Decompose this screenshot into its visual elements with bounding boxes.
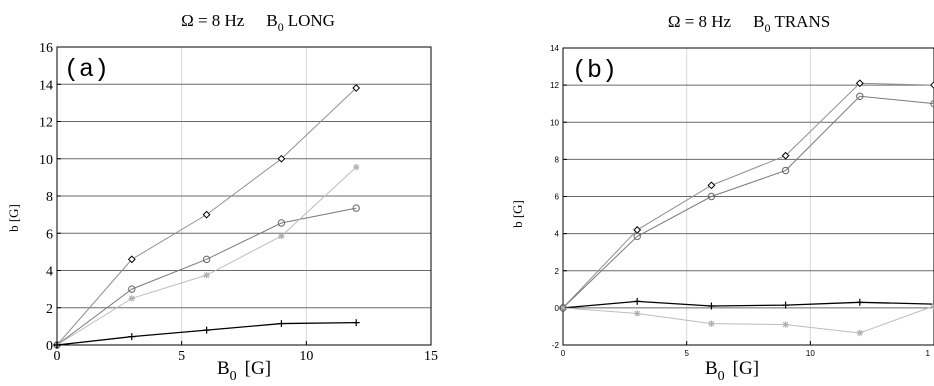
x-tick-label: 10 bbox=[806, 349, 815, 358]
x-axis-label-main: B bbox=[705, 358, 718, 379]
x-axis-label-sub: 0 bbox=[718, 369, 725, 384]
data-point bbox=[352, 204, 360, 212]
y-tick-label: 8 bbox=[555, 155, 560, 164]
data-point bbox=[53, 341, 61, 349]
x-axis-label-unit: [G] bbox=[733, 358, 759, 379]
data-point bbox=[353, 163, 360, 171]
data-point bbox=[277, 219, 286, 227]
y-tick-label: 12 bbox=[39, 116, 53, 131]
data-point bbox=[634, 310, 641, 317]
y-tick-label: 0 bbox=[555, 304, 560, 313]
y-axis-label: b [G] bbox=[6, 204, 21, 232]
series-line bbox=[56, 322, 357, 346]
data-point bbox=[633, 297, 641, 305]
x-tick-label: 5 bbox=[178, 349, 185, 364]
x-axis-label: B0 [G] bbox=[217, 358, 271, 384]
x-tick-label: 10 bbox=[299, 349, 313, 364]
data-point bbox=[930, 81, 934, 90]
data-point bbox=[352, 319, 360, 327]
x-tick-label: 15 bbox=[424, 349, 438, 364]
y-tick-label: 16 bbox=[39, 41, 53, 56]
data-point bbox=[781, 151, 790, 160]
data-point bbox=[707, 302, 715, 310]
data-point bbox=[352, 84, 361, 92]
data-point bbox=[277, 320, 285, 328]
y-axis-label: b [G] bbox=[510, 200, 525, 228]
panel-label: (b) bbox=[572, 56, 617, 85]
title-sub: 0 bbox=[278, 20, 284, 34]
data-point bbox=[203, 271, 210, 279]
data-point bbox=[782, 321, 789, 328]
data-point bbox=[277, 154, 286, 163]
title-rest: LONG bbox=[288, 11, 335, 30]
y-tick-label: -2 bbox=[552, 341, 560, 350]
series-line bbox=[562, 82, 934, 309]
series-line bbox=[56, 207, 357, 346]
y-tick-label: 8 bbox=[46, 190, 53, 205]
data-point bbox=[202, 255, 211, 264]
x-tick-label: 0 bbox=[561, 349, 566, 358]
y-tick-label: 6 bbox=[46, 227, 53, 242]
data-point bbox=[203, 326, 211, 334]
data-point bbox=[856, 298, 864, 306]
series-star bbox=[559, 302, 934, 337]
title-main: Ω = 8 Hz bbox=[181, 11, 245, 30]
x-axis-label-sub: 0 bbox=[230, 369, 237, 384]
data-point bbox=[781, 166, 790, 175]
y-tick-label: 2 bbox=[555, 267, 560, 276]
series-circle bbox=[559, 92, 934, 312]
data-point bbox=[782, 301, 790, 309]
series-line bbox=[562, 305, 934, 334]
title-rest: TRANS bbox=[774, 12, 830, 31]
series-plus bbox=[53, 319, 360, 349]
y-tick-label: 10 bbox=[550, 118, 559, 127]
data-point bbox=[559, 304, 567, 312]
y-tick-label: 14 bbox=[550, 44, 559, 53]
y-tick-label: 6 bbox=[555, 193, 560, 202]
data-point bbox=[128, 295, 135, 302]
data-point bbox=[707, 192, 716, 201]
y-tick-label: 14 bbox=[39, 78, 53, 93]
panel-label-bg bbox=[564, 51, 620, 81]
title-b: B bbox=[266, 11, 277, 30]
y-tick-label: 0 bbox=[46, 339, 53, 354]
data-point bbox=[127, 255, 136, 264]
data-point bbox=[633, 232, 641, 241]
series-diamond bbox=[559, 79, 934, 312]
chart-title: Ω = 8 Hz B0 TRANS bbox=[668, 12, 830, 35]
x-tick-label: 0 bbox=[54, 349, 61, 364]
data-point bbox=[202, 210, 211, 219]
data-point bbox=[856, 92, 864, 100]
title-sub: 0 bbox=[764, 21, 770, 35]
title-b: B bbox=[753, 12, 764, 31]
chart-title: Ω = 8 Hz B0 LONG bbox=[181, 11, 335, 34]
x-tick-label: 5 bbox=[684, 349, 689, 358]
data-point bbox=[128, 333, 136, 341]
data-point bbox=[856, 329, 863, 337]
panel-label-bg bbox=[58, 50, 114, 80]
y-tick-label: 4 bbox=[555, 230, 560, 239]
panel-label: (a) bbox=[64, 55, 109, 84]
data-point bbox=[278, 232, 285, 240]
x-axis-label-unit: [G] bbox=[245, 358, 271, 379]
y-tick-label: 10 bbox=[39, 153, 53, 168]
y-tick-label: 12 bbox=[550, 81, 559, 90]
title-main: Ω = 8 Hz bbox=[668, 12, 732, 31]
data-point bbox=[855, 79, 864, 88]
series-line bbox=[562, 300, 934, 309]
y-tick-label: 2 bbox=[46, 302, 53, 317]
series-plus bbox=[559, 297, 934, 312]
x-axis-label: B0 [G] bbox=[705, 358, 759, 384]
data-point bbox=[707, 181, 716, 190]
data-point bbox=[128, 285, 136, 293]
x-axis-label-main: B bbox=[217, 358, 230, 379]
x-tick-label: 1 bbox=[926, 349, 931, 358]
y-tick-label: 4 bbox=[46, 265, 53, 280]
data-point bbox=[708, 320, 715, 327]
series-line bbox=[562, 95, 934, 309]
